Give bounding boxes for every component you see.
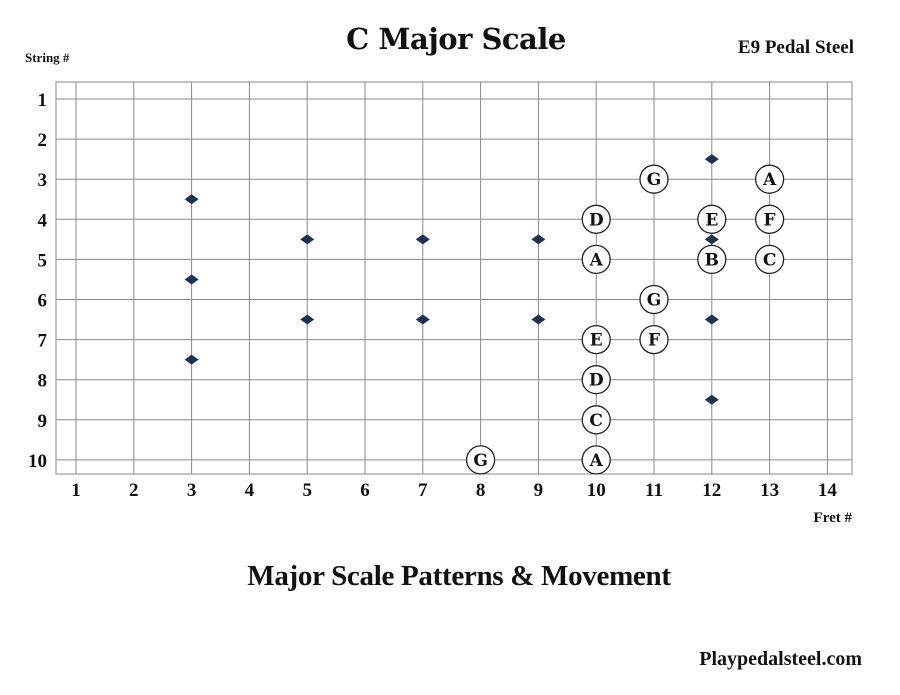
note-letter: G (647, 291, 662, 311)
scale-note: A (754, 164, 785, 194)
fret-marker-diamond (300, 234, 315, 245)
scale-note: A (581, 445, 611, 475)
fret-marker-diamond (184, 274, 199, 285)
note-letter: G (473, 451, 488, 471)
fret-tick-label: 14 (818, 480, 838, 501)
fret-tick-label: 3 (187, 480, 197, 501)
fret-tick-label: 2 (129, 480, 139, 501)
string-tick-label: 10 (28, 451, 47, 472)
note-letter: F (764, 210, 776, 230)
scale-note: D (581, 204, 611, 234)
scale-note: F (754, 204, 785, 234)
string-tick-label: 1 (38, 90, 48, 111)
scale-note: A (581, 244, 611, 275)
note-circle (639, 164, 669, 194)
note-circle (581, 365, 611, 395)
note-letter: D (589, 210, 604, 230)
page-title: C Major Scale (346, 22, 566, 56)
string-tick-label: 8 (38, 371, 48, 392)
note-letter: A (589, 451, 604, 471)
note-letter: A (589, 250, 604, 270)
note-circle (581, 324, 611, 355)
scale-note: E (697, 204, 727, 234)
fret-tick-label: 10 (587, 480, 606, 501)
note-letter: C (589, 411, 603, 431)
string-tick-label: 2 (38, 130, 48, 151)
fret-tick-label: 6 (360, 480, 370, 501)
fret-marker-diamond (184, 194, 199, 205)
grid-frame (55, 81, 853, 475)
note-circle (465, 445, 496, 475)
fret-marker-diamond (531, 234, 546, 245)
bottom-heading: Major Scale Patterns & Movement (247, 560, 671, 592)
note-letter: G (647, 170, 662, 190)
scale-note: G (639, 164, 669, 194)
fret-tick-label: 9 (534, 480, 544, 501)
scale-note: F (639, 324, 669, 355)
note-circle (697, 204, 727, 234)
note-letter: C (763, 250, 777, 270)
string-tick-label: 6 (38, 291, 48, 312)
fret-marker-diamond (704, 314, 719, 325)
fret-axis-label: Fret # (813, 510, 852, 526)
fret-tick-label: 11 (645, 480, 663, 501)
website-url: Playpedalsteel.com (699, 648, 862, 670)
fret-marker-diamond (531, 314, 546, 325)
string-tick-label: 5 (38, 250, 48, 271)
note-circle (754, 164, 785, 194)
note-circle (639, 324, 669, 355)
scale-note: D (581, 365, 611, 395)
fret-tick-label: 1 (71, 480, 81, 501)
fret-marker-diamond (415, 314, 430, 325)
fret-marker-diamond (704, 394, 719, 405)
fret-marker-diamond (704, 154, 719, 165)
note-letter: A (762, 170, 777, 190)
note-circle (581, 405, 611, 435)
fret-markers (184, 154, 719, 405)
grid-lines (55, 81, 853, 475)
fret-marker-diamond (704, 234, 719, 245)
note-circle (581, 244, 611, 275)
note-letter: B (705, 250, 719, 270)
string-axis-label: String # (25, 50, 70, 65)
scale-note: E (581, 324, 611, 355)
instrument-subtitle: E9 Pedal Steel (737, 37, 854, 58)
scale-note: B (697, 244, 727, 275)
fret-marker-diamond (415, 234, 430, 245)
note-letter: E (705, 210, 718, 230)
string-tick-label: 4 (38, 210, 48, 231)
note-circle (581, 204, 611, 234)
note-letter: E (590, 331, 603, 351)
fret-tick-label: 13 (760, 480, 779, 501)
fret-tick-label: 4 (245, 480, 255, 501)
fret-tick-label: 7 (418, 480, 428, 501)
fret-tick-label: 5 (302, 480, 312, 501)
note-letter: F (648, 331, 660, 351)
scale-note: G (465, 445, 496, 475)
scale-note: C (754, 244, 785, 275)
note-circle (754, 204, 785, 234)
string-tick-label: 7 (38, 331, 48, 352)
string-tick-label: 9 (38, 411, 48, 432)
scale-note: C (581, 405, 611, 435)
note-circle (581, 445, 611, 475)
scale-note: G (639, 284, 669, 315)
note-circle (697, 244, 727, 275)
note-circle (639, 284, 669, 315)
fret-tick-label: 12 (702, 480, 721, 501)
note-circle (754, 244, 785, 275)
note-letter: D (589, 371, 604, 391)
fret-marker-diamond (300, 314, 315, 325)
fret-marker-diamond (184, 354, 199, 365)
string-tick-label: 3 (38, 170, 48, 191)
fret-tick-label: 8 (476, 480, 486, 501)
